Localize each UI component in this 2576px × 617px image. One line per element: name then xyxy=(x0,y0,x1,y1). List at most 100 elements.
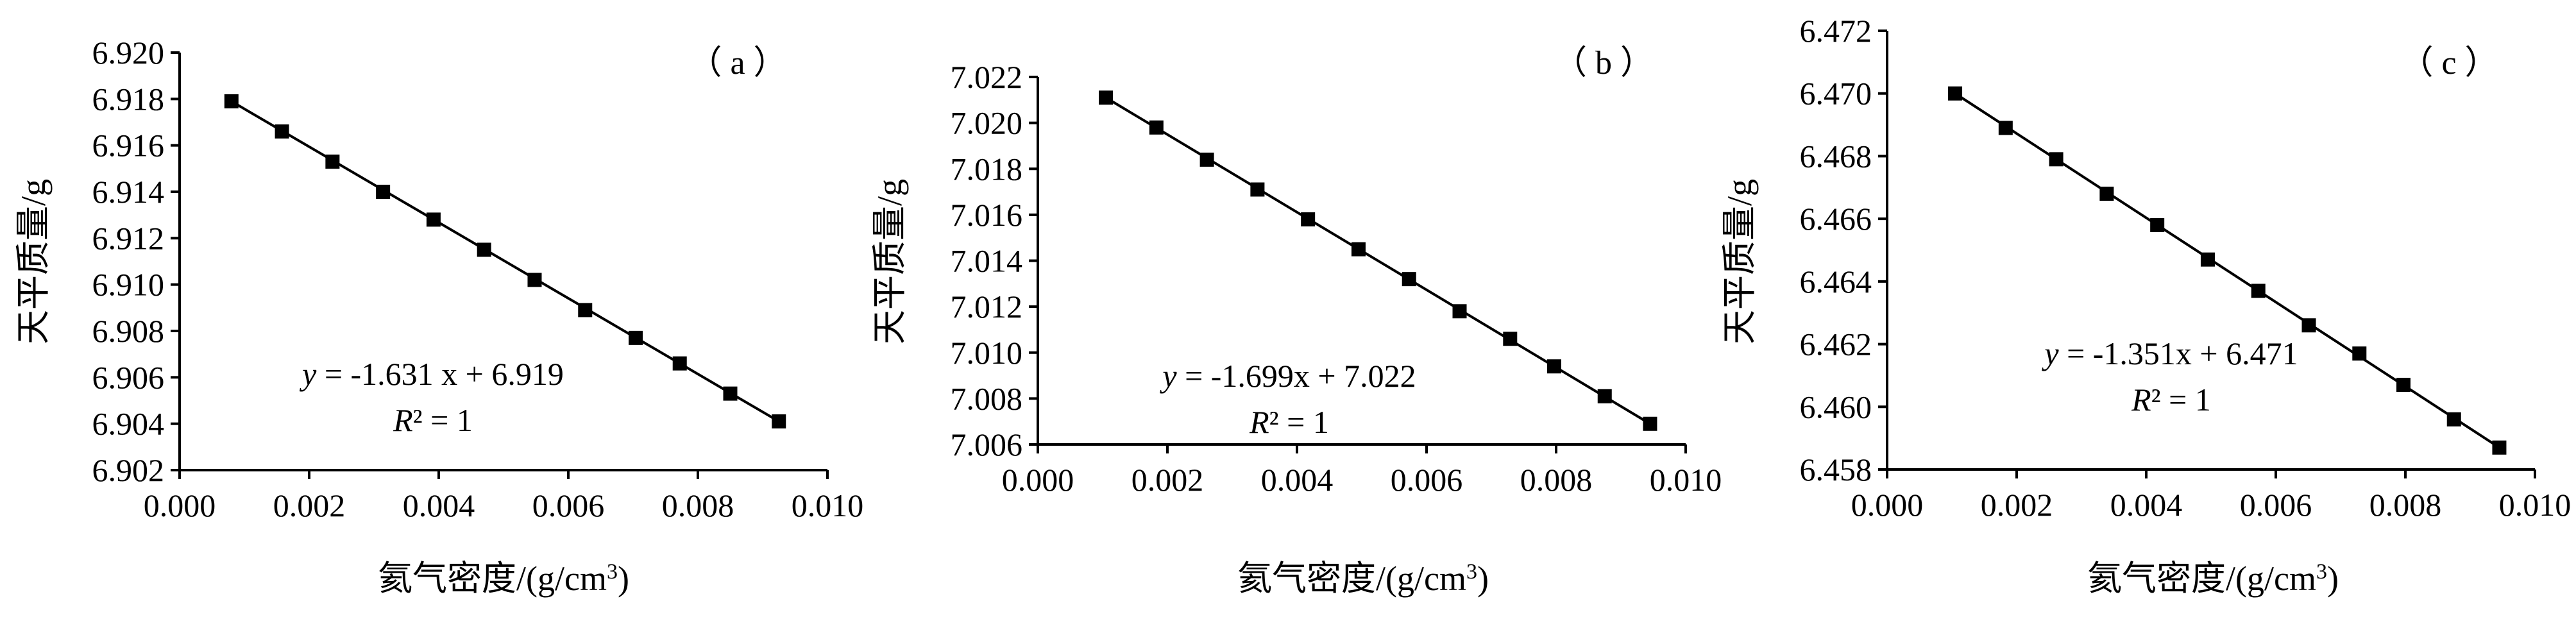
y-tick-label: 6.468 xyxy=(1800,138,1872,174)
y-tick-label: 6.914 xyxy=(92,174,165,210)
x-axis-label-text: 氦气密度/(g/cm xyxy=(378,559,607,598)
equation-y-symbol: y xyxy=(2041,335,2059,371)
x-axis-label: 氦气密度/(g/cm3) xyxy=(378,559,629,598)
data-point xyxy=(672,356,687,371)
data-point xyxy=(477,242,491,257)
data-point xyxy=(1546,359,1561,374)
data-point xyxy=(426,212,441,227)
data-point xyxy=(1301,212,1316,227)
y-tick-label: 7.010 xyxy=(951,335,1023,371)
x-tick-label: 0.000 xyxy=(1002,462,1074,498)
x-tick-label: 0.002 xyxy=(1981,487,2053,523)
data-point xyxy=(1948,86,1963,101)
x-axis-label-sup: 3 xyxy=(2316,560,2327,584)
data-point xyxy=(325,154,340,169)
equation-y-symbol: y xyxy=(1159,358,1177,394)
y-tick-label: 7.018 xyxy=(951,151,1023,187)
y-tick-label: 6.920 xyxy=(92,35,165,71)
y-tick-label: 6.912 xyxy=(92,220,165,256)
data-point xyxy=(1643,416,1657,431)
data-point xyxy=(2352,346,2367,361)
x-tick-label: 0.010 xyxy=(792,487,864,523)
y-tick-label: 6.466 xyxy=(1800,201,1872,237)
y-tick-label: 7.014 xyxy=(951,243,1023,279)
x-tick-label: 0.004 xyxy=(403,487,475,523)
data-point xyxy=(1597,389,1612,403)
data-point xyxy=(2251,283,2266,298)
panel-c: 0.000 0.002 0.004 0.006 0.008 0.010 6.458 6.46… xyxy=(1720,13,2571,598)
data-point xyxy=(2446,412,2461,427)
y-ticks: 6.902 6.904 6.906 6.908 6.910 6.912 6.914 6.916… xyxy=(92,35,180,488)
data-point xyxy=(275,124,289,139)
y-tick-label: 6.470 xyxy=(1800,76,1872,112)
y-tick-label: 7.006 xyxy=(951,427,1023,462)
data-point xyxy=(723,386,738,401)
y-axis-label: 天平质量/g xyxy=(870,179,909,344)
y-axis-label: 天平质量/g xyxy=(1720,179,1759,344)
y-tick-label: 6.472 xyxy=(1800,13,1872,49)
r-squared: R² = 1 xyxy=(1249,404,1329,440)
data-point xyxy=(2396,378,2411,393)
x-axis-label-text: 氦气密度/(g/cm xyxy=(1237,559,1466,598)
data-point xyxy=(224,94,239,108)
r-squared-symbol: R xyxy=(2131,382,2151,418)
y-tick-label: 6.464 xyxy=(1800,264,1872,300)
y-tick-label: 6.458 xyxy=(1800,452,1872,487)
equation-text: = -1.351x + 6.471 xyxy=(2059,335,2298,371)
data-point xyxy=(2049,152,2063,167)
r-squared: R² = 1 xyxy=(2131,382,2211,418)
fit-line xyxy=(230,100,780,423)
y-tick-label: 6.460 xyxy=(1800,389,1872,425)
data-point xyxy=(1998,121,2013,135)
x-tick-label: 0.006 xyxy=(2240,487,2312,523)
regression-equation: y = -1.699x + 7.022 xyxy=(1159,358,1416,394)
y-ticks: 7.006 7.008 7.010 7.012 7.014 7.016 7.018 7.020… xyxy=(951,59,1038,462)
y-tick-label: 6.902 xyxy=(92,452,165,488)
fit-line xyxy=(1954,92,2500,449)
regression-equation: y = -1.631 x + 6.919 xyxy=(299,356,564,392)
x-tick-label: 0.010 xyxy=(1650,462,1722,498)
x-axis-label: 氦气密度/(g/cm3) xyxy=(2087,559,2339,598)
equation-text: = -1.699x + 7.022 xyxy=(1177,358,1416,394)
r-squared: R² = 1 xyxy=(393,402,473,438)
data-point xyxy=(772,414,786,429)
data-point xyxy=(578,303,593,317)
x-tick-label: 0.002 xyxy=(273,487,346,523)
data-point xyxy=(376,185,391,199)
r-squared-symbol: R xyxy=(1249,404,1269,440)
y-tick-label: 6.918 xyxy=(92,81,165,117)
data-point xyxy=(1452,304,1467,319)
x-tick-label: 0.000 xyxy=(144,487,216,523)
panel-b: 0.000 0.002 0.004 0.006 0.008 0.010 7.0067.00… xyxy=(870,45,1722,598)
y-tick-label: 6.908 xyxy=(92,313,165,349)
x-axis-label-sup: 3 xyxy=(1466,560,1477,584)
x-tick-label: 0.006 xyxy=(532,487,605,523)
data-point xyxy=(2301,318,2316,333)
r-squared-symbol: R xyxy=(393,402,413,438)
data-point xyxy=(1503,332,1518,346)
x-axis-label: 氦气密度/(g/cm3) xyxy=(1237,559,1489,598)
data-point xyxy=(527,273,542,287)
x-tick-label: 0.000 xyxy=(1851,487,1924,523)
x-axis-label-end: ) xyxy=(618,559,629,598)
data-point xyxy=(1351,242,1366,257)
y-tick-label: 6.904 xyxy=(92,406,165,442)
data-point xyxy=(2492,440,2507,455)
equation-text: = -1.631 x + 6.919 xyxy=(316,356,564,392)
data-point xyxy=(2099,187,2114,201)
y-tick-label: 6.462 xyxy=(1800,326,1872,362)
r-squared-text: ² = 1 xyxy=(2151,382,2211,418)
data-point xyxy=(629,330,643,345)
panel-label: （ c ） xyxy=(2400,45,2498,81)
data-points xyxy=(1948,86,2507,455)
y-tick-label: 6.916 xyxy=(92,128,165,164)
x-tick-label: 0.008 xyxy=(2369,487,2442,523)
x-tick-label: 0.004 xyxy=(1261,462,1334,498)
regression-equation: y = -1.351x + 6.471 xyxy=(2041,335,2298,371)
y-tick-label: 7.016 xyxy=(951,197,1023,233)
data-point xyxy=(1250,182,1265,197)
x-tick-label: 0.004 xyxy=(2110,487,2183,523)
y-tick-label: 6.910 xyxy=(92,267,165,303)
y-tick-label: 6.906 xyxy=(92,359,165,395)
